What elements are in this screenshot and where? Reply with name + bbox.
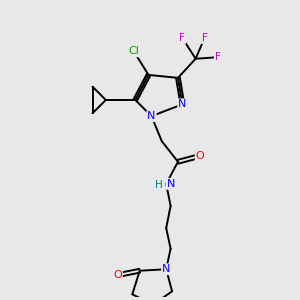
Text: O: O [113,270,122,280]
Text: O: O [196,151,204,161]
Text: N: N [147,111,156,121]
Text: N: N [167,179,175,189]
Text: N: N [178,99,187,110]
Text: F: F [202,33,207,43]
Text: N: N [162,264,170,274]
Text: F: F [179,33,185,43]
Text: Cl: Cl [128,46,139,56]
Text: F: F [215,52,221,62]
Text: H: H [155,180,163,190]
